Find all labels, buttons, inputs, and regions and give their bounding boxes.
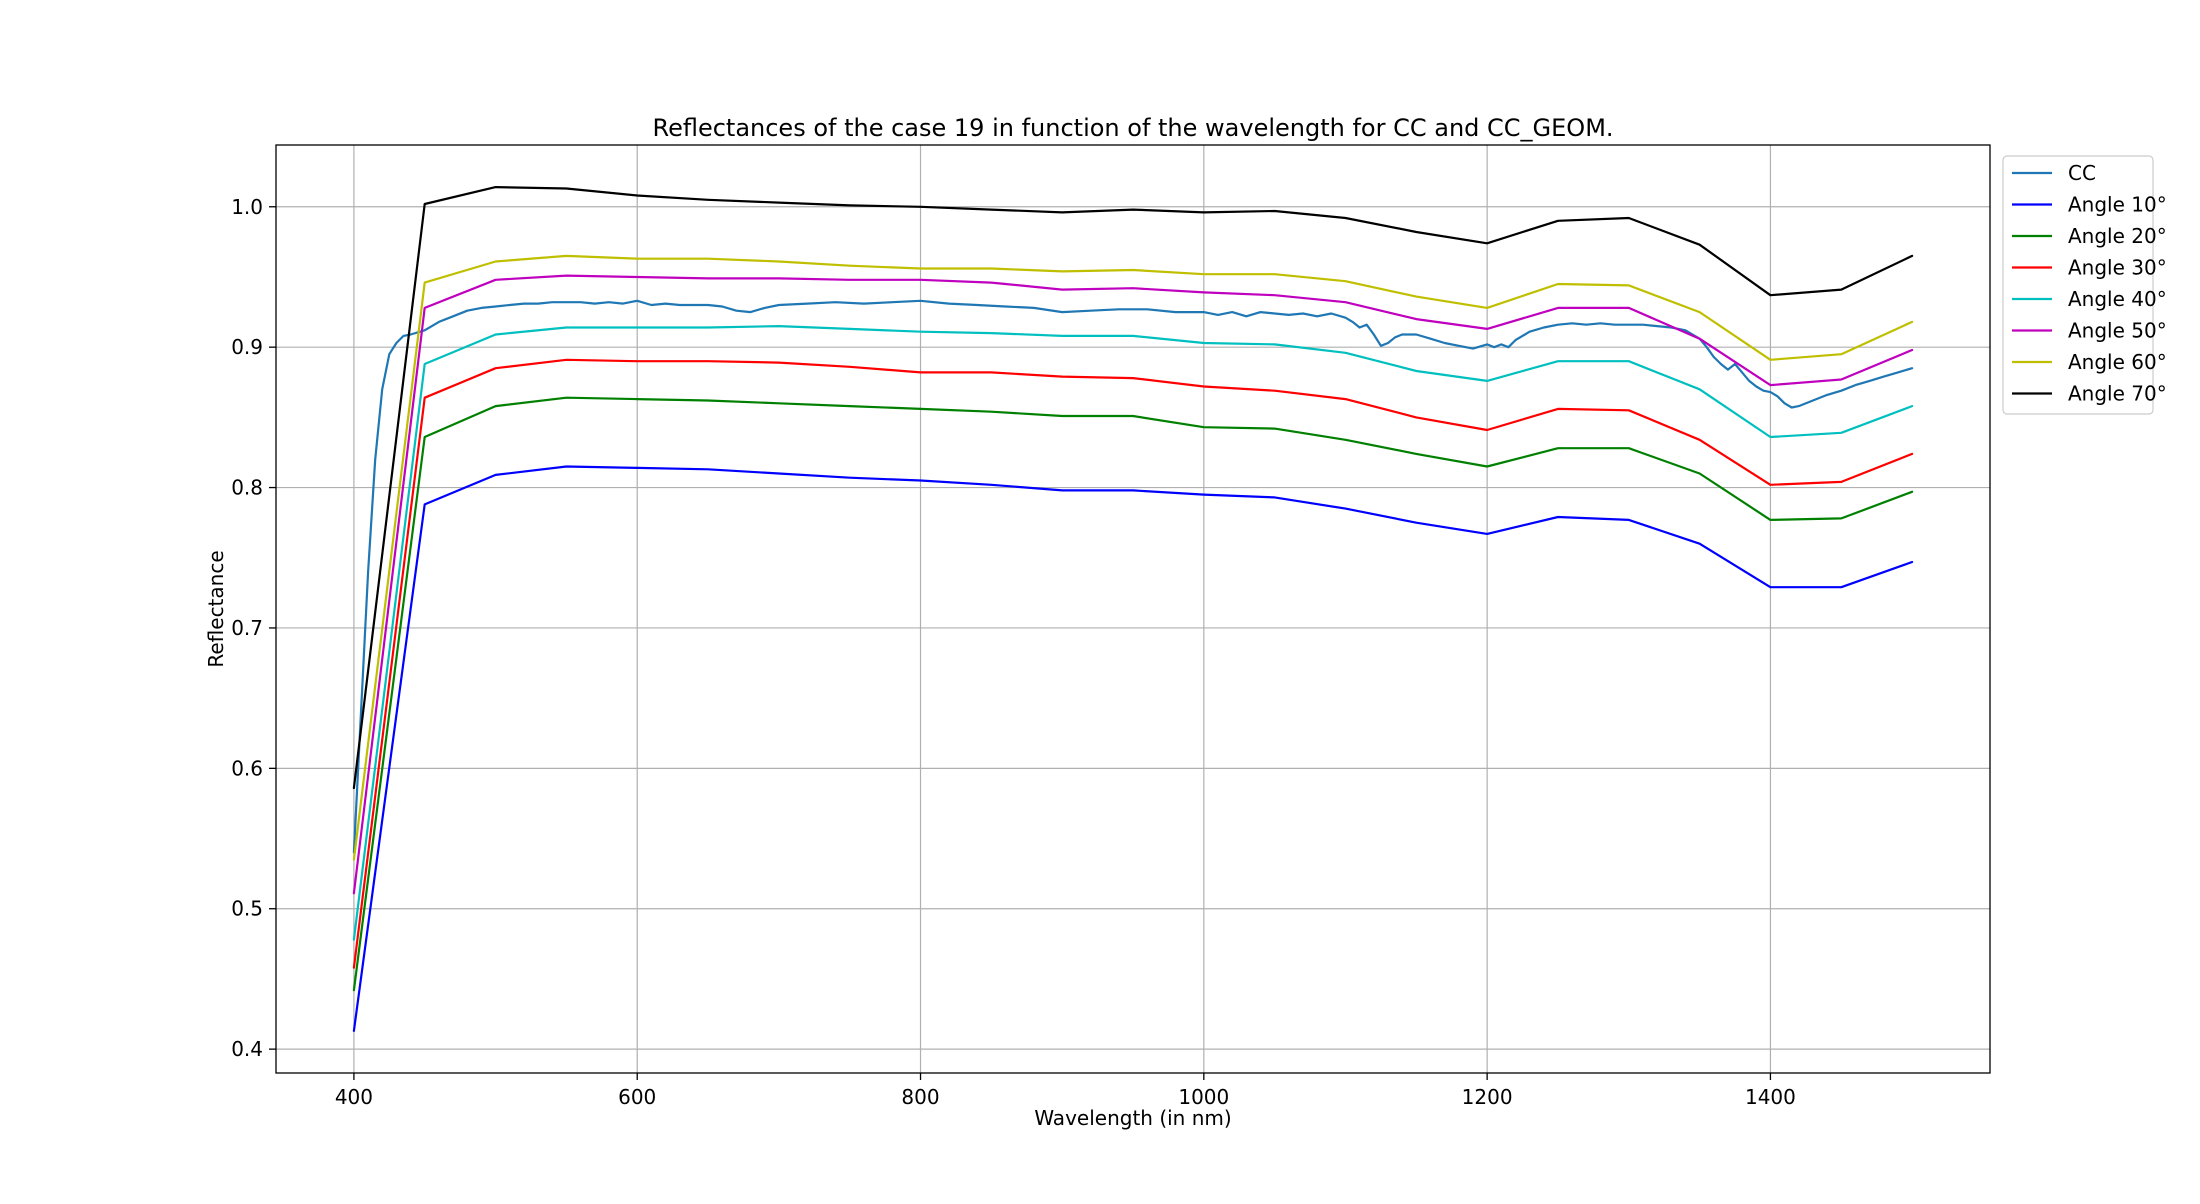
legend-label-angle-60: Angle 60° [2068, 350, 2167, 374]
series-line-cc [352, 299, 1914, 854]
x-tick-label: 400 [335, 1085, 373, 1109]
x-tick-label: 800 [901, 1085, 939, 1109]
legend-box [2002, 155, 2154, 415]
series-line-angle-60 [352, 254, 1914, 861]
grid-layer [276, 145, 1990, 1073]
legend-label-angle-20: Angle 20° [2068, 224, 2167, 248]
legend-label-angle-30: Angle 30° [2068, 256, 2167, 280]
x-axis-label: Wavelength (in nm) [1034, 1106, 1231, 1130]
legend-items: CC Angle 10° Angle 20° Angle 30° Angle 40° An… [2012, 161, 2167, 406]
series-line-angle-70 [352, 186, 1914, 790]
series-line-angle-30 [352, 358, 1914, 969]
series-line-angle-10 [352, 465, 1914, 1033]
y-tick-label: 0.9 [231, 335, 263, 359]
y-tick-label: 0.5 [231, 897, 263, 921]
y-tick-label: 1.0 [231, 195, 263, 219]
x-tick-label: 1200 [1462, 1085, 1513, 1109]
chart-title: Reflectances of the case 19 in function … [652, 114, 1613, 142]
legend-label-cc: CC [2068, 161, 2096, 185]
y-tick-label: 0.4 [231, 1037, 263, 1061]
legend-label-angle-40: Angle 40° [2068, 287, 2167, 311]
plot-area-frame [275, 144, 1991, 1074]
series-line-angle-20 [352, 396, 1914, 992]
legend-label-angle-10: Angle 10° [2068, 193, 2167, 217]
legend-label-angle-50: Angle 50° [2068, 319, 2167, 343]
tick-layer: 400 600 800 1000 1200 1400 0.4 0.5 0.6 0.7 0.8 0.9 1… [231, 195, 1796, 1109]
x-tick-label: 1000 [1178, 1085, 1229, 1109]
y-tick-label: 0.7 [231, 616, 263, 640]
legend: CC Angle 10° Angle 20° Angle 30° Angle 40° An… [2002, 155, 2167, 415]
y-tick-label: 0.8 [231, 476, 263, 500]
x-tick-label: 1400 [1745, 1085, 1796, 1109]
y-axis-label: Reflectance [204, 550, 228, 667]
y-tick-label: 0.6 [231, 756, 263, 780]
series-layer [352, 186, 1914, 1033]
series-line-angle-50 [352, 274, 1914, 895]
legend-label-angle-70: Angle 70° [2068, 382, 2167, 406]
series-line-angle-40 [352, 325, 1914, 941]
x-tick-label: 600 [618, 1085, 656, 1109]
